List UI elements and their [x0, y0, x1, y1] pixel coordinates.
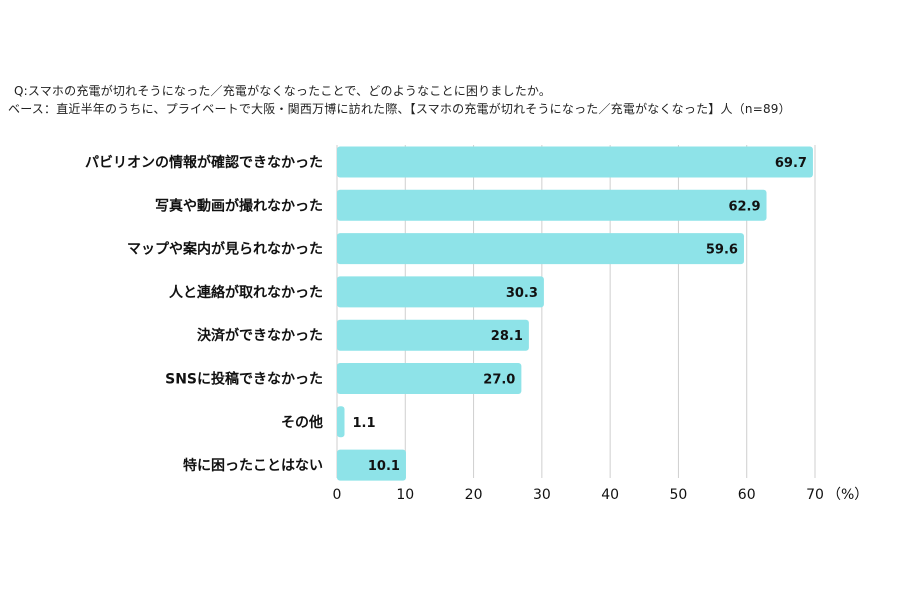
value-labels: 69.7 62.9 59.6 30.3 28.1 27.0 1.1 10.1 — [353, 156, 807, 474]
bar — [337, 406, 345, 438]
value-label: 69.7 — [775, 156, 807, 171]
value-label: 59.6 — [706, 243, 738, 258]
category-labels: パビリオンの情報が確認できなかった写真や動画が撮れなかったマップや案内が見られな… — [85, 154, 323, 474]
category-label: 特に困ったことはない — [183, 457, 323, 474]
x-tick-label: 40 — [601, 487, 619, 503]
question-text: Q:スマホの充電が切れそうになった／充電がなくなったことで、どのようなことに困り… — [14, 84, 552, 98]
base-text: ベース：直近半年のうちに、プライベートで大阪・関西万博に訪れた際、【スマホの充電… — [8, 102, 791, 116]
bar — [337, 146, 813, 178]
category-label: 人と連絡が取れなかった — [169, 284, 323, 301]
x-tick-label: 30 — [533, 487, 551, 503]
bar — [337, 449, 406, 481]
bar — [337, 189, 767, 221]
x-axis-unit: （%） — [827, 487, 868, 503]
category-label: 写真や動画が撮れなかった — [155, 197, 323, 214]
x-axis-ticks: 0 10 20 30 40 50 60 70 — [333, 487, 824, 503]
value-label: 1.1 — [353, 416, 376, 431]
bar — [337, 276, 544, 308]
x-tick-label: 20 — [465, 487, 483, 503]
x-tick-label: 0 — [333, 487, 342, 503]
value-label: 62.9 — [728, 199, 760, 214]
category-label: マップや案内が見られなかった — [127, 241, 323, 258]
x-tick-label: 60 — [738, 487, 756, 503]
x-tick-label: 10 — [396, 487, 414, 503]
value-label: 30.3 — [506, 286, 538, 301]
category-label: その他 — [281, 414, 323, 431]
x-tick-label: 50 — [670, 487, 688, 503]
bar — [337, 233, 744, 265]
bars — [337, 146, 813, 481]
category-label: パビリオンの情報が確認できなかった — [85, 154, 323, 171]
x-tick-label: 70 — [806, 487, 824, 503]
category-label: 決済ができなかった — [197, 327, 323, 344]
bar — [337, 363, 522, 394]
value-label: 10.1 — [368, 459, 400, 474]
value-label: 27.0 — [483, 373, 515, 388]
value-label: 28.1 — [491, 329, 523, 344]
category-label: SNSに投稿できなかった — [165, 371, 323, 388]
bar — [337, 319, 529, 351]
